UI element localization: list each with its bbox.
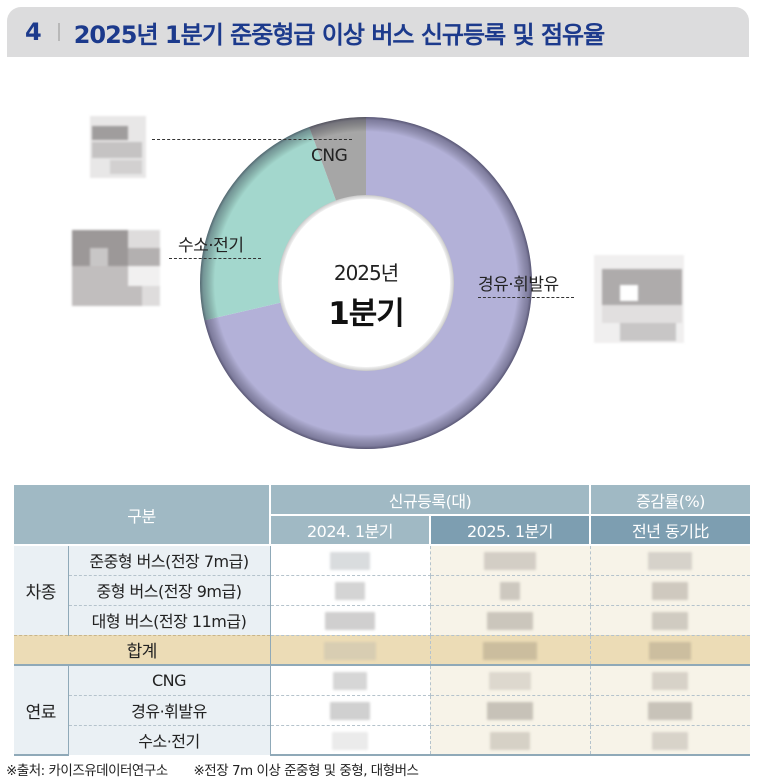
- cell-q1-2025: [430, 605, 591, 636]
- cell-change: [590, 665, 751, 696]
- center-year-label: 2025년: [333, 261, 399, 285]
- table-row: 연료 CNG: [14, 665, 751, 756]
- table-row: 대형 버스(전장 11m급): [14, 605, 751, 636]
- donut-hole-fill: [282, 199, 450, 367]
- cell-change: [590, 725, 751, 756]
- masked-value: [325, 611, 376, 630]
- cell-change: [590, 605, 751, 636]
- masked-value: [487, 701, 534, 720]
- group-label-vehicle-type: 차종: [14, 545, 69, 635]
- cell-change: [590, 545, 751, 576]
- masked-value: [652, 611, 689, 630]
- row-label: 수소·전기: [68, 725, 271, 755]
- source-note: ※출처: 카이즈유데이터연구소: [6, 763, 168, 779]
- cell-total-q1-2024: [270, 634, 431, 666]
- donut-chart: 2025년 1분기 CNG 수소·전기 경유·휘발유: [0, 60, 770, 470]
- masked-value-diesel: [594, 255, 684, 343]
- cell-q1-2024: [270, 605, 431, 636]
- masked-value: [330, 552, 371, 570]
- row-label: 준중형 버스(전장 7m급): [68, 545, 271, 576]
- donut-svg: [200, 116, 533, 449]
- header-change-rate: 증감률(%): [589, 485, 751, 516]
- cell-q1-2025: [430, 545, 591, 576]
- table-row: 차종 준중형 버스(전장 7m급): [14, 545, 751, 635]
- cell-change: [590, 695, 751, 726]
- cell-change: [590, 575, 751, 606]
- leader-line-diesel: [478, 297, 574, 298]
- masked-value: [652, 672, 689, 690]
- masked-value: [330, 701, 371, 720]
- section-number: 4: [25, 18, 42, 46]
- table-row: 중형 버스(전장 9m급): [14, 575, 751, 606]
- masked-value: [483, 641, 538, 660]
- group-label-fuel: 연료: [14, 665, 69, 756]
- masked-value: [652, 731, 689, 750]
- cell-q1-2025: [430, 575, 591, 606]
- masked-value: [490, 731, 531, 750]
- masked-value: [335, 581, 366, 600]
- masked-value: [648, 552, 693, 570]
- masked-value: [652, 581, 689, 600]
- page-title: 2025년 1분기 준중형급 이상 버스 신규등록 및 점유율: [73, 20, 606, 49]
- header-q1-2024: 2024. 1분기: [269, 515, 431, 546]
- masked-value: [487, 611, 534, 630]
- row-label: CNG: [68, 665, 271, 696]
- header-q1-2025: 2025. 1분기: [429, 515, 591, 546]
- header-yoy: 전년 동기比: [589, 515, 751, 546]
- cell-total-q1-2025: [430, 634, 591, 666]
- header-new-registrations: 신규등록(대): [269, 485, 591, 516]
- table-row: 수소·전기: [14, 725, 751, 756]
- masked-value: [489, 672, 532, 690]
- label-diesel: 경유·휘발유: [478, 275, 559, 295]
- masked-value: [324, 641, 377, 660]
- leader-line-hydrogen-electric: [169, 258, 261, 259]
- scope-note: ※전장 7m 이상 준중형 및 중형, 대형버스: [193, 763, 419, 779]
- masked-value: [333, 672, 368, 690]
- row-label: 경유·휘발유: [68, 695, 271, 726]
- table-row: 경유·휘발유: [14, 695, 751, 726]
- title-bar: 4 2025년 1분기 준중형급 이상 버스 신규등록 및 점유율: [7, 7, 749, 57]
- total-label: 합계: [14, 634, 271, 666]
- masked-value: [500, 581, 521, 600]
- masked-value: [332, 731, 369, 750]
- row-label: 대형 버스(전장 11m급): [68, 605, 271, 635]
- cell-q1-2025: [430, 725, 591, 756]
- cell-q1-2024: [270, 695, 431, 726]
- center-quarter-label: 1분기: [328, 296, 405, 332]
- masked-value-hydrogen-electric: [72, 230, 160, 306]
- label-hydrogen-electric: 수소·전기: [178, 236, 244, 256]
- leader-line-cng: [152, 139, 352, 140]
- table-total-row: 합계: [14, 634, 751, 666]
- label-cng: CNG: [311, 146, 348, 166]
- cell-total-change: [590, 634, 751, 666]
- cell-q1-2024: [270, 725, 431, 756]
- masked-value-cng: [90, 116, 146, 178]
- cell-q1-2025: [430, 695, 591, 726]
- header-category: 구분: [14, 485, 271, 546]
- footnotes: ※출처: 카이즈유데이터연구소 ※전장 7m 이상 준중형 및 중형, 대형버스: [6, 759, 419, 779]
- cell-q1-2024: [270, 545, 431, 576]
- cell-q1-2025: [430, 665, 591, 696]
- row-label: 중형 버스(전장 9m급): [68, 575, 271, 606]
- masked-value: [484, 552, 537, 570]
- masked-value: [649, 641, 692, 660]
- cell-q1-2024: [270, 575, 431, 606]
- cell-q1-2024: [270, 665, 431, 696]
- masked-value: [648, 701, 693, 720]
- title-divider: [57, 23, 60, 41]
- registration-table: 구분 신규등록(대) 증감률(%) 2024. 1분기 2025. 1분기 전년…: [14, 485, 751, 756]
